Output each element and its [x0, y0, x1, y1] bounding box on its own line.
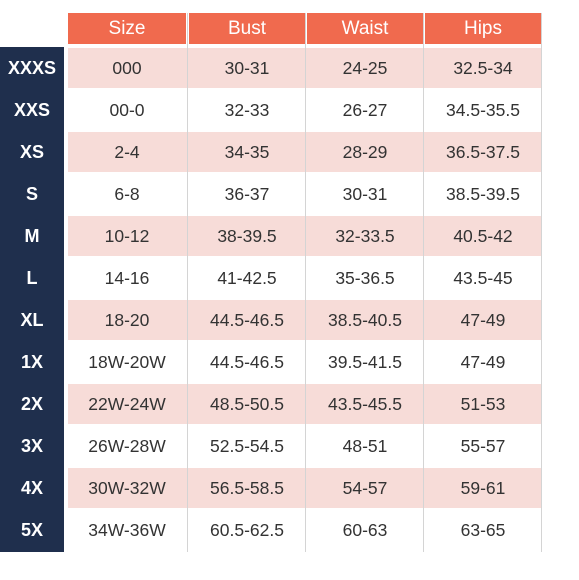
header-2: Waist	[307, 13, 423, 44]
header-3: Hips	[425, 13, 541, 44]
table-cell: 28-29	[342, 141, 388, 162]
table-cell: 30W-32W	[88, 477, 166, 498]
table-cell: 51-53	[460, 393, 506, 414]
header-0: Size	[68, 13, 186, 44]
table-cell: 00-0	[109, 99, 145, 120]
header-1: Bust	[189, 13, 305, 44]
table-cell: 32.5-34	[453, 57, 513, 78]
column-divider	[423, 13, 424, 552]
table-row	[68, 48, 541, 88]
table-cell: 26W-28W	[88, 435, 166, 456]
table-row	[68, 468, 541, 508]
table-row	[68, 300, 541, 340]
table-cell: 35-36.5	[335, 267, 395, 288]
table-cell: 48-51	[342, 435, 388, 456]
table-cell: 43.5-45.5	[328, 393, 402, 414]
table-cell: 18W-20W	[88, 351, 166, 372]
table-cell: 34W-36W	[88, 519, 166, 540]
size-label: XL	[20, 309, 44, 330]
table-cell: 000	[112, 57, 142, 78]
table-row	[68, 132, 541, 172]
table-cell: 34-35	[224, 141, 270, 162]
table-row	[68, 174, 541, 214]
table-cell: 47-49	[460, 309, 506, 330]
table-cell: 48.5-50.5	[210, 393, 284, 414]
table-cell: 39.5-41.5	[328, 351, 402, 372]
column-divider	[541, 13, 542, 552]
table-cell: 38.5-40.5	[328, 309, 402, 330]
table-cell: 40.5-42	[453, 225, 513, 246]
size-label: 5X	[20, 519, 44, 540]
size-label: XXXS	[7, 57, 57, 78]
size-label: 4X	[20, 477, 44, 498]
table-cell: 52.5-54.5	[210, 435, 284, 456]
size-label: 3X	[20, 435, 44, 456]
table-cell: 36-37	[224, 183, 270, 204]
size-label: XXS	[13, 99, 51, 120]
size-label: S	[25, 183, 38, 204]
table-cell: 26-27	[342, 99, 388, 120]
table-cell: 14-16	[104, 267, 150, 288]
table-cell: 59-61	[460, 477, 506, 498]
size-label: M	[24, 225, 40, 246]
table-cell: 41-42.5	[217, 267, 277, 288]
table-cell: 56.5-58.5	[210, 477, 284, 498]
table-row	[68, 342, 541, 382]
table-cell: 60-63	[342, 519, 388, 540]
table-cell: 63-65	[460, 519, 506, 540]
table-cell: 32-33	[224, 99, 270, 120]
size-label: XS	[19, 141, 44, 162]
size-label-column: XXXS XXS XS S M L XL 1X 2X 3X 4X 5X	[0, 47, 64, 552]
table-row	[68, 216, 541, 256]
table-cell: 38-39.5	[217, 225, 277, 246]
table-row	[68, 384, 541, 424]
table-cell: 55-57	[460, 435, 506, 456]
table-cell: 60.5-62.5	[210, 519, 284, 540]
table-cell: 38.5-39.5	[446, 183, 520, 204]
table-cell: 18-20	[104, 309, 150, 330]
table-cell: 10-12	[104, 225, 150, 246]
table-cell: 54-57	[342, 477, 388, 498]
table-cell: 2-4	[114, 141, 140, 162]
size-label: 2X	[20, 393, 44, 414]
size-label: 1X	[20, 351, 44, 372]
table-cell: 44.5-46.5	[210, 309, 284, 330]
table-row	[68, 426, 541, 466]
table-cell: 43.5-45	[453, 267, 513, 288]
table-cell: 32-33.5	[335, 225, 395, 246]
table-row	[68, 258, 541, 298]
table-cell: 24-25	[342, 57, 388, 78]
table-cell: 47-49	[460, 351, 506, 372]
table-cell: 22W-24W	[88, 393, 166, 414]
table-cell: 44.5-46.5	[210, 351, 284, 372]
table-cell: 36.5-37.5	[446, 141, 520, 162]
table-cell: 34.5-35.5	[446, 99, 520, 120]
table-cell: 30-31	[342, 183, 388, 204]
column-divider	[187, 13, 188, 552]
size-label: L	[26, 267, 38, 288]
table-row	[68, 90, 541, 130]
table-cell: 6-8	[114, 183, 140, 204]
table-row	[68, 510, 541, 550]
table-cell: 30-31	[224, 57, 270, 78]
column-divider	[305, 13, 306, 552]
